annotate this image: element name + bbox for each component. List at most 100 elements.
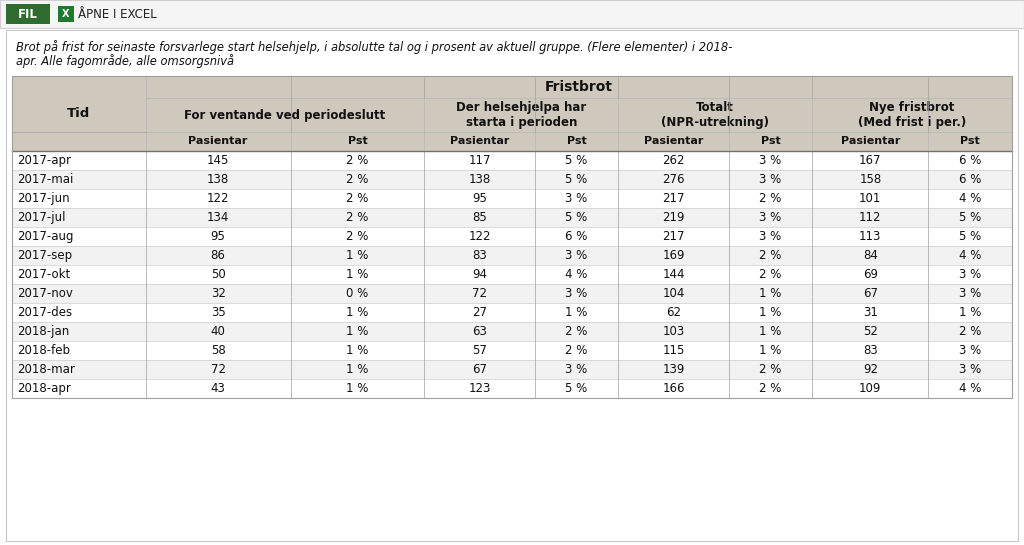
Text: 1 %: 1 % [346,306,369,319]
Text: Totalt
(NPR-utrekning): Totalt (NPR-utrekning) [662,101,769,129]
Text: 5 %: 5 % [565,173,588,186]
Text: Pasientar: Pasientar [644,136,703,147]
Text: 2017-nov: 2017-nov [17,287,73,300]
Text: 52: 52 [863,325,878,338]
Text: 5 %: 5 % [565,154,588,167]
Text: 4 %: 4 % [565,268,588,281]
Text: 86: 86 [211,249,225,262]
Text: 67: 67 [863,287,878,300]
Text: 94: 94 [472,268,487,281]
Text: Brot på frist for seinaste forsvarlege start helsehjelp, i absolutte tal og i pr: Brot på frist for seinaste forsvarlege s… [16,40,732,54]
Text: 217: 217 [663,230,685,243]
Bar [145,132,291,151]
Text: 1 %: 1 % [346,363,369,376]
Text: 43: 43 [211,382,225,395]
Text: 2 %: 2 % [346,211,369,224]
Bar [6,4,50,24]
Text: 67: 67 [472,363,487,376]
Text: 3 %: 3 % [959,268,981,281]
Text: 2018-mar: 2018-mar [17,363,75,376]
Bar [12,284,1012,303]
Text: Pst: Pst [566,136,587,147]
Text: apr. Alle fagområde, alle omsorgsnivå: apr. Alle fagområde, alle omsorgsnivå [16,54,234,68]
Text: 109: 109 [859,382,882,395]
Text: 104: 104 [663,287,685,300]
Text: 1 %: 1 % [565,306,588,319]
Text: 2 %: 2 % [759,192,781,205]
Text: 4 %: 4 % [959,249,981,262]
Text: 1 %: 1 % [346,249,369,262]
Bar [929,132,1012,151]
Text: 113: 113 [859,230,882,243]
Text: 138: 138 [468,173,490,186]
Text: 3 %: 3 % [565,287,588,300]
Text: 2 %: 2 % [759,382,781,395]
Bar [424,132,535,151]
Text: 3 %: 3 % [959,344,981,357]
Text: 3 %: 3 % [565,249,588,262]
Text: 1 %: 1 % [959,306,981,319]
Bar [618,98,812,132]
Text: 6 %: 6 % [959,173,981,186]
Text: 101: 101 [859,192,882,205]
Text: 2 %: 2 % [759,249,781,262]
Text: 69: 69 [863,268,878,281]
Text: 6 %: 6 % [959,154,981,167]
Bar [12,360,1012,379]
Text: 122: 122 [207,192,229,205]
Text: 1 %: 1 % [346,344,369,357]
Bar [12,379,1012,398]
Text: 123: 123 [468,382,490,395]
Text: 166: 166 [663,382,685,395]
Text: Pasientar: Pasientar [841,136,900,147]
Text: Tid: Tid [68,107,90,120]
Text: 95: 95 [472,192,487,205]
Text: 139: 139 [663,363,685,376]
Text: 2018-apr: 2018-apr [17,382,71,395]
Text: 3 %: 3 % [759,173,781,186]
Text: 145: 145 [207,154,229,167]
Text: 134: 134 [207,211,229,224]
Text: 262: 262 [663,154,685,167]
Text: 1 %: 1 % [759,306,781,319]
Text: 83: 83 [863,344,878,357]
Bar [12,76,145,151]
Text: 3 %: 3 % [959,287,981,300]
Text: 2 %: 2 % [759,363,781,376]
Text: 276: 276 [663,173,685,186]
Bar [58,6,74,22]
Text: 2 %: 2 % [346,154,369,167]
Text: 84: 84 [863,249,878,262]
Text: 3 %: 3 % [959,363,981,376]
Bar [618,132,729,151]
Text: 1 %: 1 % [759,344,781,357]
Text: 115: 115 [663,344,685,357]
Text: 3 %: 3 % [565,192,588,205]
Text: 63: 63 [472,325,487,338]
Text: 2018-jan: 2018-jan [17,325,70,338]
Text: 158: 158 [859,173,882,186]
Text: 2 %: 2 % [759,268,781,281]
Text: 2 %: 2 % [346,173,369,186]
Text: 5 %: 5 % [565,211,588,224]
Text: 1 %: 1 % [346,382,369,395]
Text: 62: 62 [666,306,681,319]
Text: 2017-jul: 2017-jul [17,211,66,224]
Text: 72: 72 [211,363,225,376]
Text: 103: 103 [663,325,685,338]
Text: 4 %: 4 % [959,192,981,205]
Text: 1 %: 1 % [346,268,369,281]
Text: 144: 144 [663,268,685,281]
Bar [535,132,618,151]
Text: 2 %: 2 % [346,230,369,243]
Text: 2017-okt: 2017-okt [17,268,71,281]
Text: Der helsehjelpa har
starta i perioden: Der helsehjelpa har starta i perioden [456,101,587,129]
Text: 2017-jun: 2017-jun [17,192,70,205]
Text: 2017-apr: 2017-apr [17,154,71,167]
Text: 2 %: 2 % [959,325,981,338]
Text: 219: 219 [663,211,685,224]
Text: 3 %: 3 % [759,230,781,243]
Bar [12,208,1012,227]
Text: Pasientar: Pasientar [450,136,509,147]
Bar [145,98,424,132]
